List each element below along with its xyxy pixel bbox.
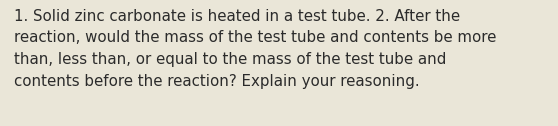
Text: 1. Solid zinc carbonate is heated in a test tube. 2. After the
reaction, would t: 1. Solid zinc carbonate is heated in a t… [14, 9, 496, 89]
